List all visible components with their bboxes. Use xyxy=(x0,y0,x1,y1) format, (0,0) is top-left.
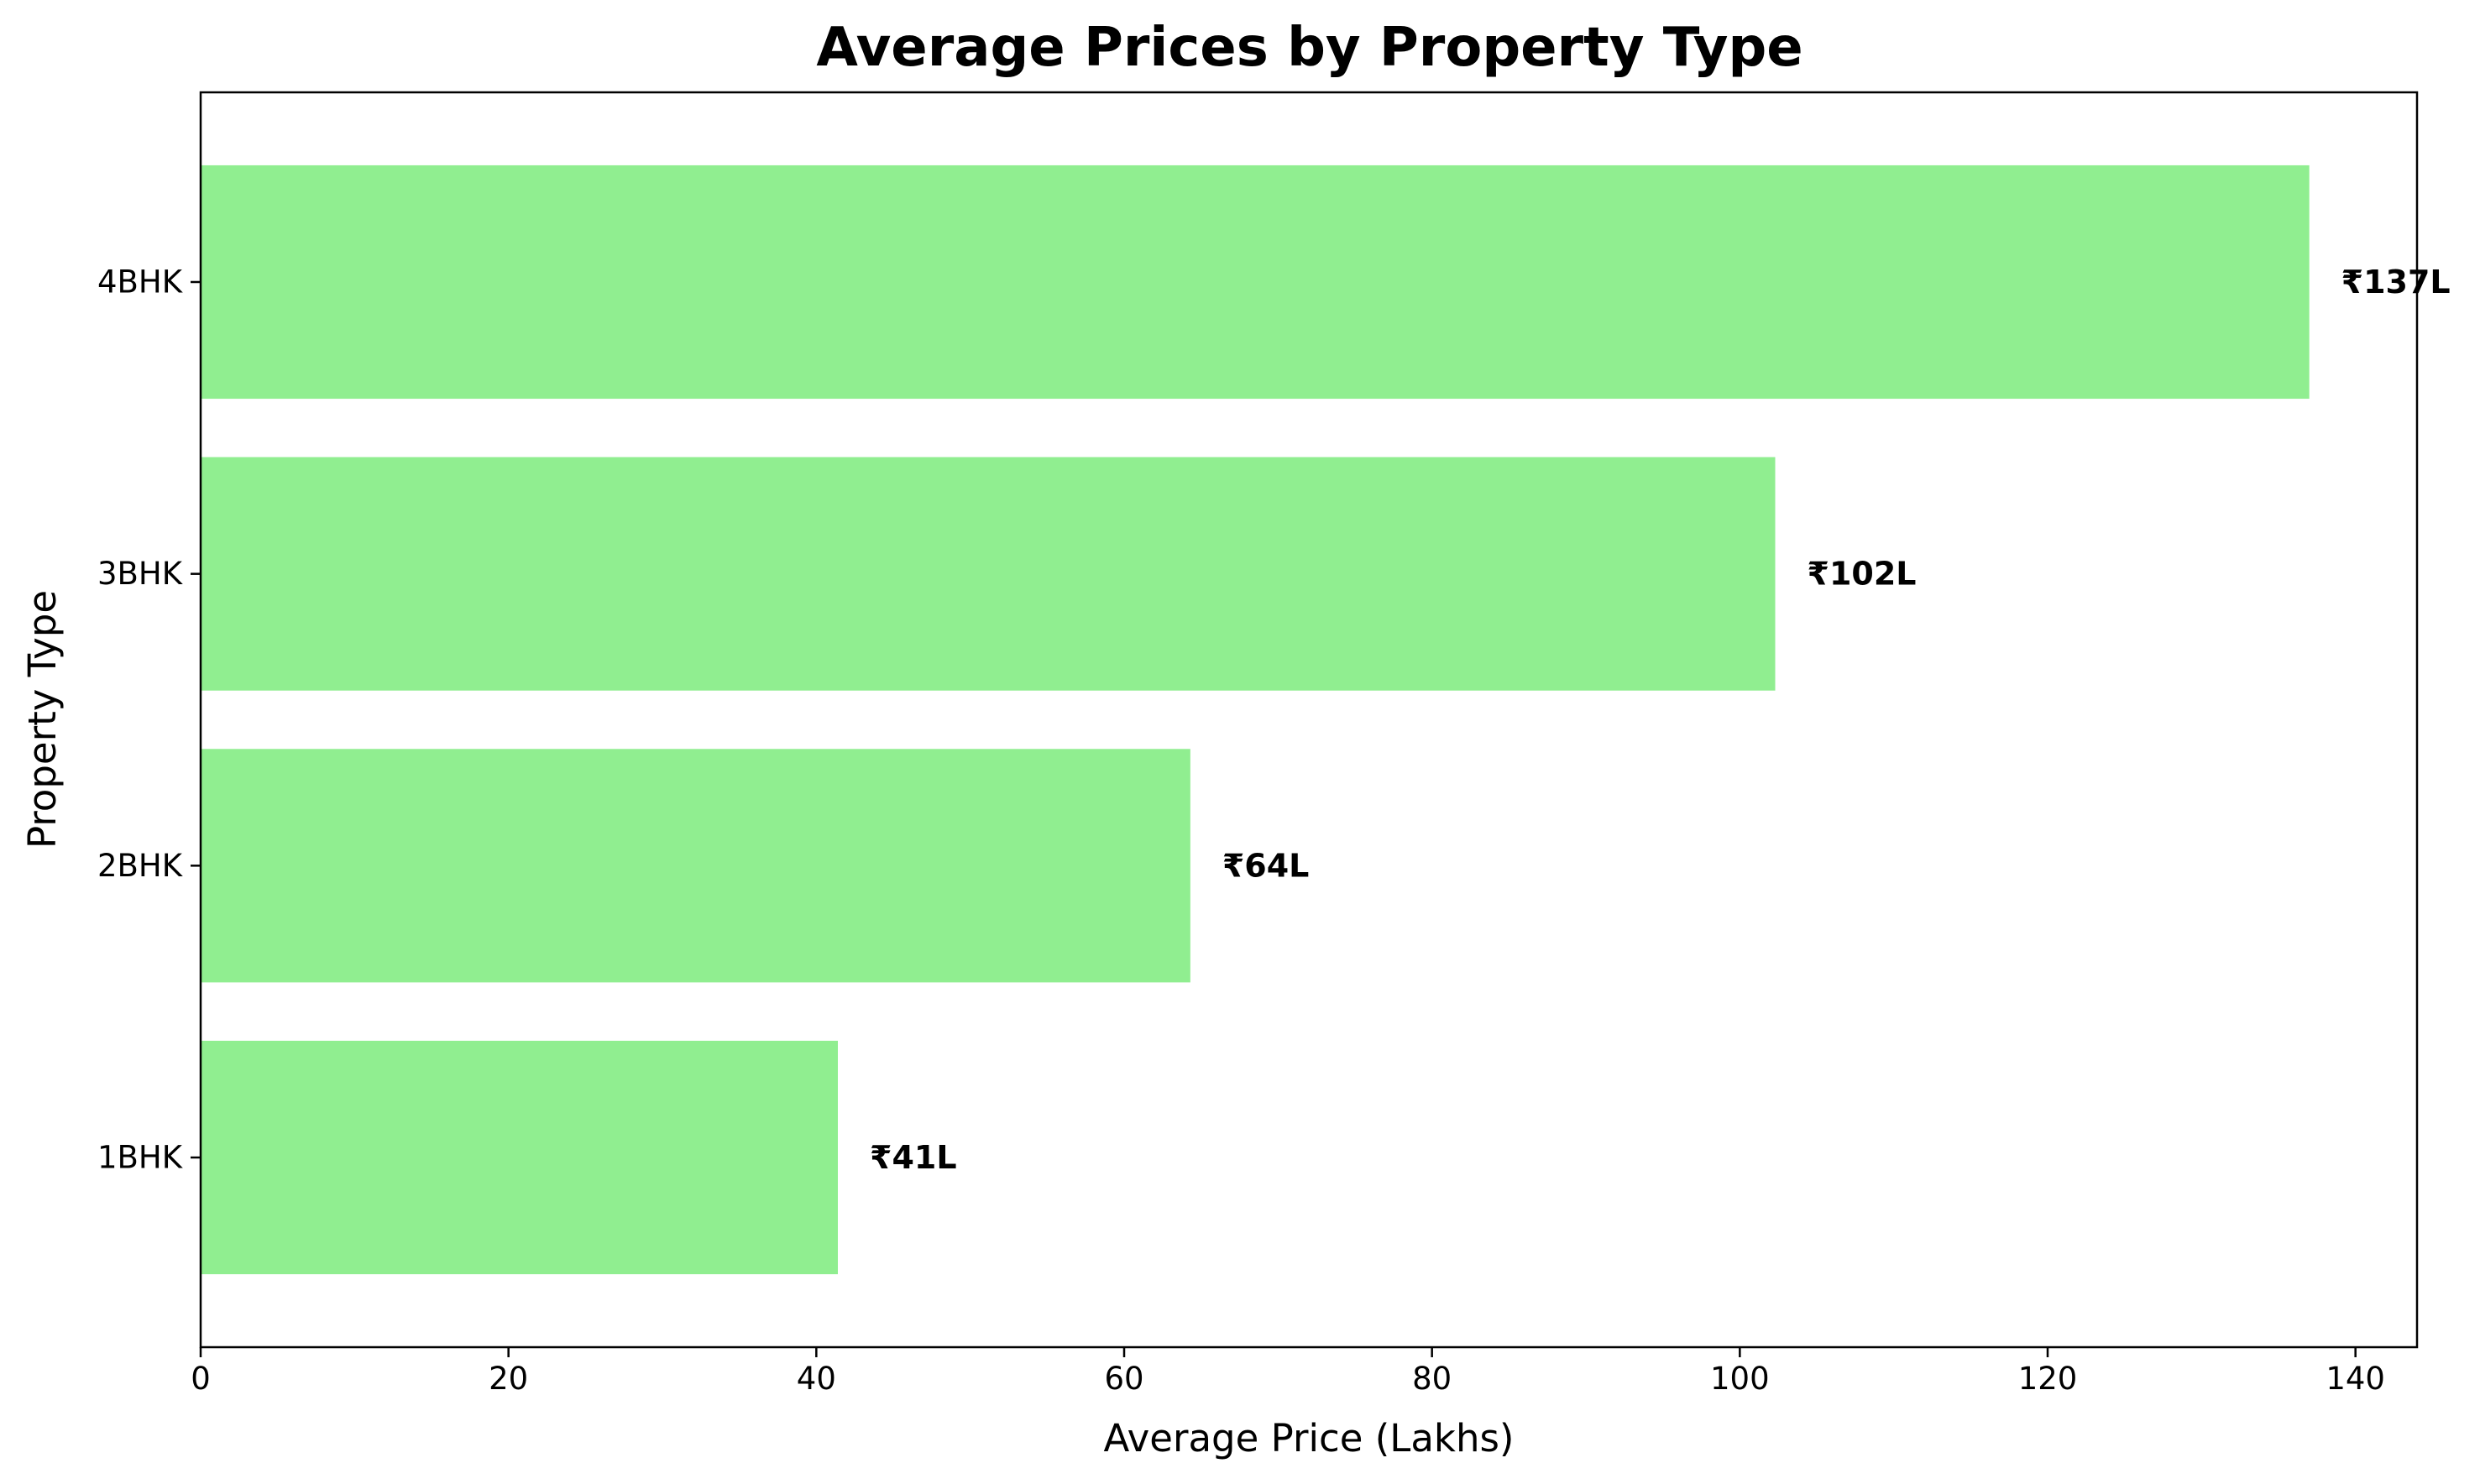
y-tick-label-2bhk: 2BHK xyxy=(97,848,184,884)
chart-title: Average Prices by Property Type xyxy=(816,17,1802,79)
x-tick-label-0: 0 xyxy=(191,1361,211,1397)
x-tick-label-80: 80 xyxy=(1412,1361,1452,1397)
x-tick-label-60: 60 xyxy=(1104,1361,1143,1397)
x-tick-label-100: 100 xyxy=(1710,1361,1770,1397)
bar-3bhk xyxy=(201,457,1776,691)
y-tick-label-3bhk: 3BHK xyxy=(97,556,184,592)
bars-group xyxy=(201,165,2310,1275)
x-axis-label: Average Price (Lakhs) xyxy=(1104,1416,1515,1460)
bar-2bhk xyxy=(201,749,1190,983)
x-axis-ticks: 0 20 40 60 80 100 120 140 xyxy=(191,1347,2385,1397)
y-tick-label-1bhk: 1BHK xyxy=(97,1140,184,1176)
bar-1bhk xyxy=(201,1040,838,1275)
x-tick-label-20: 20 xyxy=(489,1361,528,1397)
y-tick-label-4bhk: 4BHK xyxy=(97,264,184,300)
x-tick-label-120: 120 xyxy=(2018,1361,2078,1397)
x-tick-label-40: 40 xyxy=(797,1361,836,1397)
x-tick-label-140: 140 xyxy=(2326,1361,2385,1397)
y-axis-label: Property Type xyxy=(20,590,65,849)
y-axis-ticks: 1BHK 2BHK 3BHK 4BHK xyxy=(97,264,201,1176)
plot-frame xyxy=(199,91,2419,1349)
data-labels-group: ₹41L ₹64L ₹102L ₹137L xyxy=(870,264,2451,1176)
data-label-1bhk: ₹41L xyxy=(870,1139,957,1176)
data-label-2bhk: ₹64L xyxy=(1222,847,1310,884)
data-label-3bhk: ₹102L xyxy=(1808,556,1917,593)
data-label-4bhk: ₹137L xyxy=(2341,264,2451,300)
bar-4bhk xyxy=(201,165,2310,400)
